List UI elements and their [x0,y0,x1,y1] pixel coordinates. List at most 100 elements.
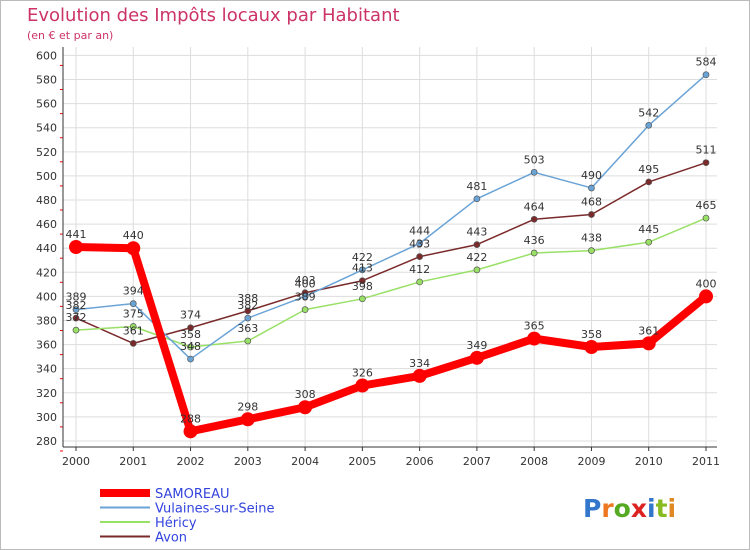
axes: 280 300 320 340 360 380 400 420 440 460 480 500 520 5… [36,47,720,468]
data-label: 372 [66,311,87,324]
data-point [187,324,194,332]
x-tick-label: 2001 [119,455,147,468]
data-label: 433 [409,238,430,251]
data-point [699,289,713,304]
y-tick-label: 380 [36,314,57,327]
data-label: 464 [524,200,545,213]
x-tick-label: 2002 [177,455,205,468]
data-label: 441 [66,228,87,241]
y-tick-label: 500 [36,170,57,183]
data-label: 382 [66,299,87,312]
data-label: 445 [638,223,659,236]
data-point [473,195,481,203]
data-point [530,249,538,257]
y-tick-label: 440 [36,242,57,255]
chart-title: Evolution des Impôts locaux par Habitant [27,5,400,26]
data-label: 398 [352,280,373,293]
data-point [298,400,313,415]
y-tick-label: 300 [36,411,57,424]
data-point [473,241,481,248]
chart-subtitle: (en € et par an) [27,29,113,42]
data-point [645,238,653,246]
data-point [359,295,366,303]
x-tick-label: 2005 [348,455,376,468]
x-tick-label: 2010 [635,455,663,468]
data-point [72,326,80,334]
data-label: 413 [352,262,373,275]
data-label: 358 [581,328,602,341]
x-tick-label: 2011 [692,455,720,468]
y-tick-label: 340 [36,363,57,376]
data-label: 358 [180,328,201,341]
data-point [645,121,653,129]
data-label: 400 [295,277,316,290]
data-point [412,368,427,383]
series-line-samoreau [72,243,710,436]
data-point [416,240,423,247]
data-label: 503 [524,153,545,166]
data-label: 374 [180,309,201,322]
data-label: 444 [409,224,430,237]
legend-label: SAMOREAU [155,487,230,502]
data-point [588,247,595,254]
data-point [702,214,710,222]
data-point [527,331,542,346]
legend-label: Vulaines-sur-Seine [155,502,274,517]
y-tick-label: 560 [36,98,57,111]
logo-text: Proxiti [583,494,676,523]
y-tick-label: 600 [36,49,57,62]
y-tick-label: 540 [36,122,57,135]
data-point [588,211,595,218]
proxiti-logo: Proxiti [583,494,676,523]
legend-label: Avon [155,531,187,546]
data-label: 349 [466,339,487,352]
data-point [416,253,423,260]
data-point [301,306,309,314]
data-label: 481 [466,180,487,193]
y-tick-label: 320 [36,387,57,400]
legend-label: Héricy [155,516,197,531]
data-point [355,378,370,393]
y-tick-label: 420 [36,266,57,279]
data-label: 389 [295,291,316,304]
data-point [645,178,653,186]
data-point [244,307,252,315]
data-point [301,293,309,300]
data-label: 382 [237,299,258,312]
data-label: 465 [696,199,717,212]
data-label: 348 [180,340,201,353]
data-label: 490 [581,169,602,182]
data-point [183,424,198,439]
data-label: 440 [123,229,144,242]
data-point [69,240,83,254]
data-label: 394 [123,285,144,298]
y-tick-label: 400 [36,290,57,303]
data-point [244,314,252,322]
data-point [187,343,194,351]
data-point [416,278,423,286]
x-tick-label: 2008 [520,455,548,468]
x-tick-label: 2006 [406,455,434,468]
data-label: 388 [237,292,258,305]
x-tick-label: 2007 [463,455,491,468]
data-label: 326 [352,367,373,380]
data-point [126,241,141,256]
data-point [129,300,137,307]
data-point [359,277,366,285]
x-tick-label: 2003 [234,455,262,468]
y-tick-label: 280 [36,435,57,448]
data-point [530,215,538,223]
data-label: 468 [581,195,602,208]
data-point [129,323,137,330]
data-point [584,340,599,354]
y-tick-label: 480 [36,194,57,207]
series-line-h-ricy [75,217,707,348]
data-label: 400 [696,277,717,290]
data-label: 363 [237,322,258,335]
data-label: 308 [295,388,316,401]
data-label: 422 [466,251,487,264]
